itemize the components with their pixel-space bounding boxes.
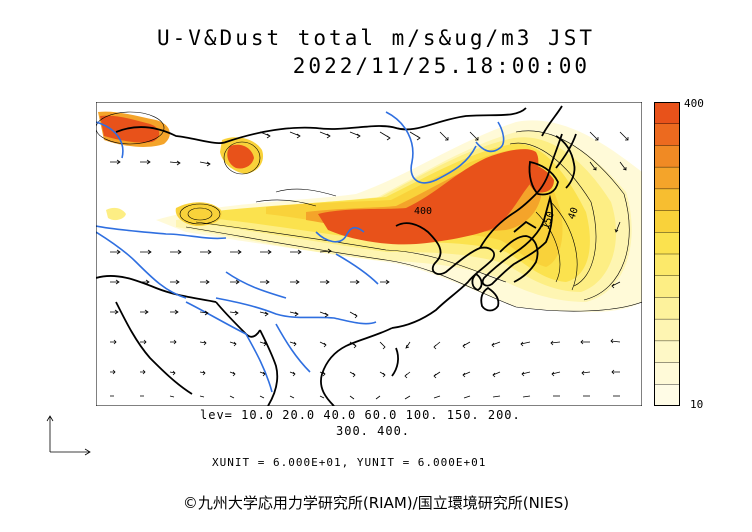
reference-vector xyxy=(46,415,91,456)
rivers xyxy=(96,111,505,393)
copyright-notice: ©九州大学応用力学研究所(RIAM)/国立環境研究所(NIES) xyxy=(182,494,570,512)
colorbar-swatch xyxy=(654,319,680,342)
colorbar-swatch xyxy=(654,145,680,168)
contour-levels-line1: lev= 10.0 20.0 40.0 60.0 100. 150. 200. xyxy=(200,408,521,422)
map-title: U-V&Dust total m/s&ug/m3 JST xyxy=(156,26,595,50)
contour-levels-line2: 300. 400. xyxy=(336,424,411,438)
contour-label-400: 400 xyxy=(414,206,432,217)
colorbar-swatch xyxy=(654,210,680,233)
wind-vectors xyxy=(110,131,629,400)
colorbar-swatch xyxy=(654,123,680,146)
colorbar-swatch xyxy=(654,275,680,298)
colorbar-frame xyxy=(654,102,680,406)
colorbar-swatch xyxy=(654,340,680,364)
colorbar-swatch xyxy=(654,232,680,255)
colorbar-swatch xyxy=(654,384,680,406)
colorbar-min-label: 10 xyxy=(690,398,704,411)
colorbar-swatch xyxy=(654,254,680,277)
colorbar-swatch xyxy=(654,167,680,190)
colorbar-swatch xyxy=(654,297,680,320)
colorbar-swatch xyxy=(654,362,680,385)
coastlines xyxy=(96,107,576,406)
dust-map: 400 150 40 xyxy=(96,102,642,406)
dust-concentration-field xyxy=(98,111,642,312)
contour-label-40: 40 xyxy=(566,206,580,221)
map-timestamp: 2022/11/25.18:00:00 xyxy=(292,54,590,78)
colorbar-max-label: 400 xyxy=(684,97,704,110)
colorbar-swatch xyxy=(654,102,680,125)
vector-unit-line: XUNIT = 6.000E+01, YUNIT = 6.000E+01 xyxy=(212,456,487,469)
colorbar xyxy=(654,102,680,406)
japan-coast xyxy=(471,105,577,312)
colorbar-swatch xyxy=(654,188,680,212)
